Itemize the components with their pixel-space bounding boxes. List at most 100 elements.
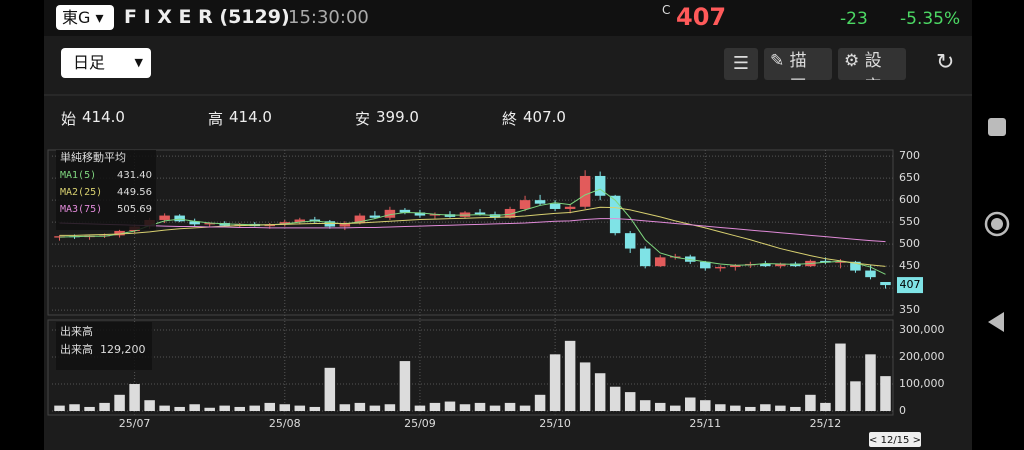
volume-bar	[609, 386, 621, 411]
period-select[interactable]: 日足 ▼	[61, 48, 151, 78]
candle-body	[384, 209, 396, 218]
draw-button[interactable]: ✎ 描画	[764, 48, 832, 80]
candle-body	[564, 206, 576, 209]
volume-bar	[84, 406, 95, 411]
time: 15:30:00	[288, 7, 369, 28]
volume-bar	[339, 404, 351, 411]
y-tick-label: 700	[899, 149, 920, 162]
candle-body	[639, 248, 651, 267]
volume-bar	[114, 394, 125, 411]
volume-bar	[174, 406, 185, 411]
candle-body	[835, 261, 846, 263]
indicator-button[interactable]: ☰	[724, 48, 758, 80]
volume-bar	[459, 404, 471, 411]
cursor-date: < 12/15 >	[869, 435, 921, 446]
ohlc-label: 高	[208, 110, 224, 128]
ohlc-label: 終	[502, 110, 518, 128]
nav-home[interactable]	[984, 211, 1010, 237]
candle-body	[594, 175, 606, 196]
candle-body	[339, 223, 351, 227]
candle-body	[204, 223, 215, 225]
price: 407	[676, 3, 727, 31]
candle-body	[429, 214, 441, 216]
ohlc-label: 始	[61, 110, 77, 128]
market-select[interactable]: 東G ▾	[56, 5, 114, 30]
nav-recent[interactable]	[988, 118, 1006, 136]
candle-body	[700, 261, 711, 269]
volume-bar	[444, 401, 456, 411]
volume-title: 出来高	[60, 324, 93, 338]
volume-bar	[685, 397, 696, 411]
candle-body	[579, 175, 591, 207]
volume-bar	[790, 406, 801, 411]
candle-body	[534, 200, 546, 204]
ohlc-value: 414.0	[229, 108, 272, 126]
candle-body	[624, 233, 636, 249]
candle-body	[730, 265, 741, 268]
candle-body	[174, 215, 185, 222]
volume-bar	[504, 402, 516, 411]
y-tick-label: 200,000	[899, 350, 945, 363]
volume-bar	[414, 405, 426, 411]
volume-bar	[850, 381, 861, 411]
volume-bar	[549, 354, 561, 411]
volume-bar	[715, 404, 726, 411]
x-tick-label: 25/09	[404, 417, 436, 430]
volume-bar	[820, 402, 831, 411]
volume-bar	[384, 404, 396, 411]
legend-value: 505.69	[117, 204, 152, 215]
settings-button[interactable]: ⚙ 設定	[838, 48, 906, 80]
volume-bar	[264, 402, 276, 411]
volume-bar	[294, 405, 306, 411]
y-tick-label: 450	[899, 259, 920, 272]
ohlc-value: 407.0	[523, 108, 566, 126]
candle-body	[474, 212, 486, 215]
volume-plot	[47, 319, 894, 416]
volume-bar	[144, 400, 155, 411]
candle-body	[760, 263, 771, 267]
ohlc-label: 安	[355, 110, 371, 128]
name: F I X E R	[124, 6, 213, 28]
candle-body	[189, 221, 200, 225]
draw: 描画	[789, 51, 807, 80]
candle-body	[519, 200, 531, 209]
volume-bar	[249, 405, 260, 411]
volume-bar	[324, 367, 336, 411]
volume-bar	[189, 404, 200, 411]
volume-current-value: 129,200	[100, 343, 146, 356]
y-tick-label: 300,000	[899, 323, 945, 336]
y-tick-label: 650	[899, 171, 920, 184]
candle-body	[114, 230, 125, 236]
candle-body	[504, 208, 516, 218]
ohlc-value: 399.0	[376, 108, 419, 126]
candle-body	[715, 267, 726, 269]
volume-bar	[669, 405, 681, 411]
y-tick-label: 350	[899, 303, 920, 316]
header-bar	[44, 0, 972, 36]
candle-body	[549, 203, 561, 209]
stock-name: F I X E R (5129)	[124, 5, 290, 30]
volume-bar	[159, 405, 170, 411]
x-tick-label: 25/11	[689, 417, 721, 430]
legend-name: MA3(75)	[60, 204, 102, 215]
volume-bar	[730, 405, 741, 411]
refresh-button[interactable]: ↻	[936, 50, 955, 75]
candle-body	[880, 282, 891, 286]
cursor-box	[869, 432, 921, 447]
y-tick-label: 500	[899, 237, 920, 250]
settings: 設定	[864, 51, 882, 80]
candle-body	[369, 215, 381, 218]
volume-bar	[835, 343, 846, 411]
candle-body	[159, 215, 170, 220]
volume-bar	[880, 376, 891, 411]
volume-bar	[745, 406, 756, 411]
volume-bar	[69, 404, 80, 411]
ma-line	[59, 206, 886, 267]
volume-bar	[534, 394, 546, 411]
volume-bar	[639, 400, 651, 411]
nav-home-dot	[991, 218, 1003, 230]
legend-title: 単純移動平均	[60, 150, 126, 164]
nav-back[interactable]	[988, 312, 1004, 332]
volume-bar	[99, 402, 110, 411]
x-tick-label: 25/12	[810, 417, 842, 430]
